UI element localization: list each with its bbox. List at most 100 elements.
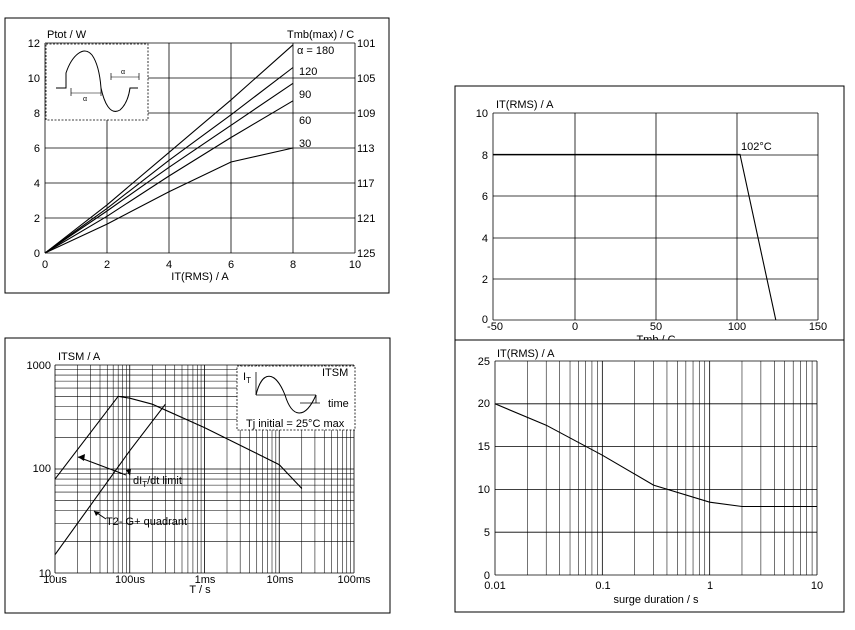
itsm-inset-note: Tj initial = 25°C max xyxy=(246,418,345,430)
derating-y-tick: 4 xyxy=(482,233,488,245)
power-right-tick: 101 xyxy=(357,38,375,50)
itsm-inset-box xyxy=(236,365,356,431)
power-y-tick: 2 xyxy=(34,213,40,225)
derating-y-tick: 0 xyxy=(482,314,488,326)
surge-y-tick: 10 xyxy=(478,484,490,496)
power-right-tick: 105 xyxy=(357,73,375,85)
itsm-chart: IT ITSM time Tj initial = 25°C max dIT/d… xyxy=(4,337,391,614)
power-y-tick: 4 xyxy=(34,178,40,190)
itsm-quadrant-label: T2- G+ quadrant xyxy=(106,516,187,528)
surge-y-tick: 0 xyxy=(484,570,490,582)
itsm-ylabel: ITSM / A xyxy=(58,351,101,363)
itsm-dit-arrowhead-1 xyxy=(78,454,85,461)
itsm-x-tick: 10ms xyxy=(267,574,294,586)
power-y-tick: 8 xyxy=(34,108,40,120)
power-x-tick: 6 xyxy=(228,259,234,271)
itsm-series-lines xyxy=(54,395,303,556)
power-xlabel: IT(RMS) / A xyxy=(171,271,229,283)
power-y-tick: 6 xyxy=(34,143,40,155)
power-inset-alpha-2: α xyxy=(121,69,125,76)
power-series-line-0 xyxy=(44,44,294,254)
derating-x-tick: 0 xyxy=(572,321,578,333)
derating-y-tick: 8 xyxy=(482,150,488,162)
power-y-ticks: 0 2 4 6 8 10 12 xyxy=(28,38,40,260)
power-inset-box xyxy=(45,43,149,121)
itsm-x-tick: 100us xyxy=(115,574,145,586)
surge-y-tick: 20 xyxy=(478,398,490,410)
surge-x-tick: 1 xyxy=(707,580,713,592)
power-ylabel: Ptot / W xyxy=(47,29,87,41)
power-right-tick: 125 xyxy=(357,248,375,260)
surge-chart-frame xyxy=(454,339,845,613)
derating-x-tick: 50 xyxy=(650,321,662,333)
power-right-tick: 113 xyxy=(357,143,375,155)
surge-x-tick: 0.1 xyxy=(595,580,610,592)
derating-y-ticks: 0 2 4 6 8 10 xyxy=(476,108,488,326)
power-x-tick: 0 xyxy=(42,259,48,271)
surge-y-tick: 25 xyxy=(478,356,490,368)
derating-chart-frame xyxy=(454,85,845,341)
surge-chart: IT(RMS) / A surge duration / s 0.01 0.1 … xyxy=(454,339,845,613)
power-chart: α α Ptot / W Tmb(max) / C IT(RMS) / A 0 … xyxy=(4,17,390,294)
surge-x-tick: 0.01 xyxy=(484,580,505,592)
power-right-tick: 109 xyxy=(357,108,375,120)
itsm-x-tick: 1ms xyxy=(195,574,216,586)
itsm-y-tick: 100 xyxy=(33,463,51,475)
itsm-y-ticks: 10 100 1000 xyxy=(27,360,51,580)
surge-ylabel: IT(RMS) / A xyxy=(497,348,555,360)
itsm-dit-arrow-1 xyxy=(77,456,127,476)
power-x-ticks: 0 2 4 6 8 10 xyxy=(42,259,361,271)
power-series-label: 60 xyxy=(299,115,311,127)
power-y-tick: 0 xyxy=(34,248,40,260)
surge-xlabel: surge duration / s xyxy=(614,594,699,606)
itsm-series-line-1 xyxy=(54,403,166,556)
power-series-label: 120 xyxy=(299,66,317,78)
derating-ylabel: IT(RMS) / A xyxy=(496,99,554,111)
power-x-tick: 10 xyxy=(349,259,361,271)
derating-chart: IT(RMS) / A 102°C Tmb / C -50 0 50 100 1… xyxy=(454,85,845,346)
power-inset-alpha-1: α xyxy=(83,96,87,103)
power-x-tick: 8 xyxy=(290,259,296,271)
power-y-tick: 10 xyxy=(28,73,40,85)
itsm-dit-label: dIT/dt limit xyxy=(133,475,182,489)
itsm-y-tick: 10 xyxy=(39,568,51,580)
power-series-line-1 xyxy=(44,67,294,254)
itsm-x-tick: 100ms xyxy=(337,574,371,586)
derating-y-tick: 10 xyxy=(476,108,488,120)
itsm-dit-arrowhead-2 xyxy=(126,469,131,476)
power-x-tick: 4 xyxy=(166,259,172,271)
surge-gridlines xyxy=(494,360,818,576)
power-series-label: 90 xyxy=(299,89,311,101)
itsm-x-ticks: 10us 100us 1ms 10ms 100ms xyxy=(43,574,371,586)
power-right-tick: 117 xyxy=(357,178,375,190)
itsm-quadrant-arrowhead xyxy=(94,511,100,516)
power-series-labels: α = 180 120 90 60 30 xyxy=(297,45,334,150)
derating-y-tick: 6 xyxy=(482,191,488,203)
itsm-inset-itsm-label: ITSM xyxy=(322,367,348,379)
power-inset-waveform xyxy=(56,50,138,112)
derating-y-tick: 2 xyxy=(482,274,488,286)
derating-x-ticks: -50 0 50 100 150 xyxy=(487,321,827,333)
surge-series-line-0 xyxy=(494,403,817,508)
derating-series-line-0 xyxy=(493,153,777,321)
power-series-line-3 xyxy=(44,100,294,254)
derating-x-tick: -50 xyxy=(487,321,503,333)
itsm-y-tick: 1000 xyxy=(27,360,51,372)
itsm-x-tick: 10us xyxy=(43,574,67,586)
itsm-series-line-0 xyxy=(54,395,303,489)
derating-gridlines xyxy=(492,112,819,321)
itsm-inset-it-label: IT xyxy=(243,371,251,385)
power-x-tick: 2 xyxy=(104,259,110,271)
derating-x-tick: 100 xyxy=(728,321,746,333)
surge-x-ticks: 0.01 0.1 1 10 xyxy=(484,580,823,592)
derating-series-line xyxy=(493,153,777,321)
surge-y-tick: 15 xyxy=(478,441,490,453)
surge-series-line xyxy=(494,403,817,508)
power-series-label: 30 xyxy=(299,138,311,150)
power-right-axis-label: Tmb(max) / C xyxy=(287,29,354,41)
itsm-inset-time-label: time xyxy=(328,398,349,410)
derating-x-tick: 150 xyxy=(809,321,827,333)
itsm-xlabel: T / s xyxy=(189,584,211,596)
power-series-line-4 xyxy=(44,147,294,254)
